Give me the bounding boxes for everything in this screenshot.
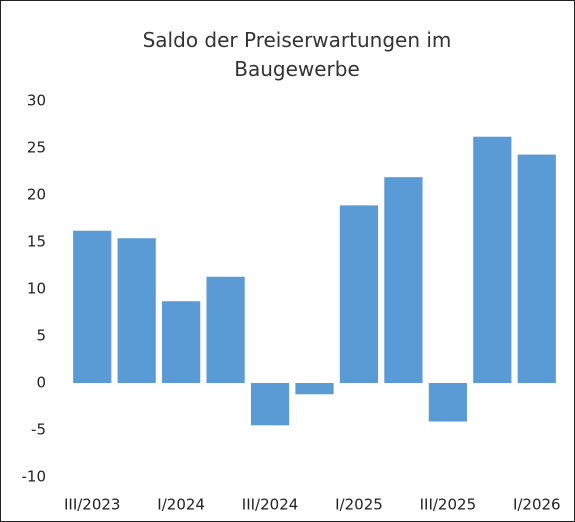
y-tick-label: 30	[27, 92, 46, 110]
bar	[162, 301, 201, 383]
chart-title: Saldo der Preiserwartungen im Baugewerbe	[142, 28, 452, 81]
y-tick-label: 5	[36, 327, 46, 345]
x-tick-label: I/2025	[335, 496, 383, 514]
y-tick-label: 0	[36, 374, 46, 392]
x-tick-label: I/2026	[513, 496, 561, 514]
bar	[339, 205, 379, 383]
y-tick-label: -5	[31, 421, 46, 439]
bar	[473, 136, 512, 383]
bar	[517, 154, 556, 383]
x-tick-label: III/2025	[420, 496, 477, 514]
y-tick-label: 10	[27, 280, 46, 298]
x-tick-label: III/2024	[242, 496, 299, 514]
y-tick-label: 25	[27, 139, 46, 157]
x-tick-label: III/2023	[64, 496, 121, 514]
bar	[117, 238, 156, 383]
x-tick-label: I/2024	[157, 496, 205, 514]
bar	[206, 276, 245, 383]
bar	[250, 383, 290, 426]
y-tick-label: 20	[27, 186, 46, 204]
y-tick-label: 15	[27, 233, 46, 251]
bar	[384, 177, 423, 383]
bar	[295, 383, 334, 395]
y-tick-label: -10	[22, 468, 47, 486]
bar	[428, 383, 467, 422]
bar	[73, 230, 112, 383]
